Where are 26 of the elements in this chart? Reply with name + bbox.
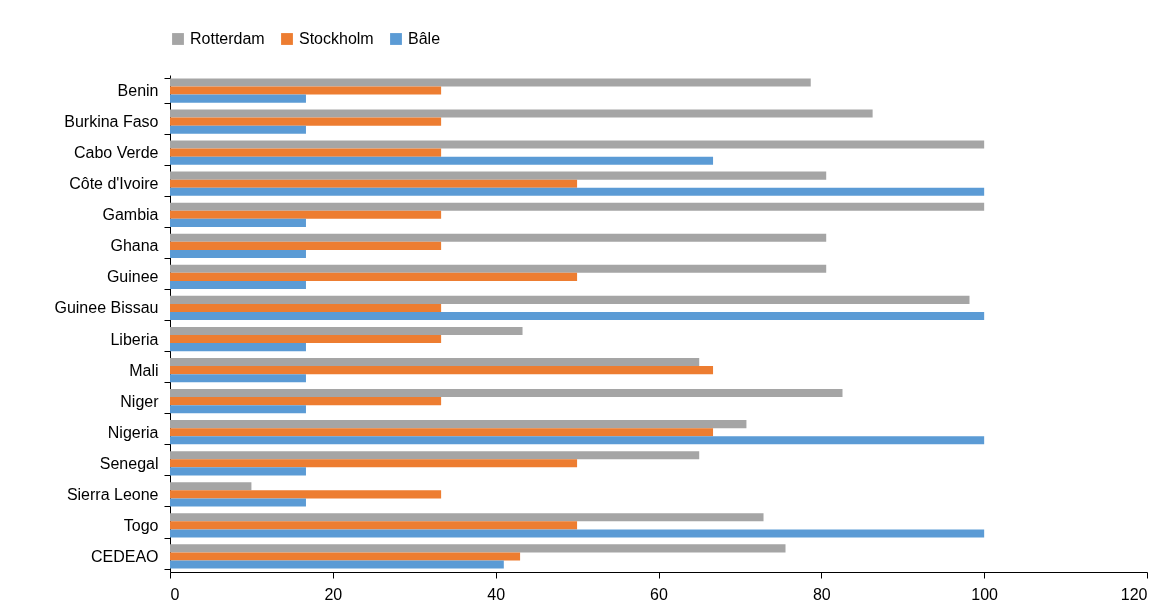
- y-tick-label: Guinee Bissau: [54, 299, 159, 317]
- y-tick-label: Guinee: [106, 268, 159, 286]
- y-tick-label: Cabo Verde: [73, 144, 159, 162]
- x-tick-label: 20: [324, 585, 343, 603]
- y-tick-label: CEDEAO: [90, 547, 159, 565]
- x-tick-label: 100: [971, 585, 999, 603]
- legend-label: Bâle: [408, 30, 441, 47]
- legend-label: Stockholm: [299, 30, 374, 47]
- y-tick-label: Benin: [117, 82, 159, 100]
- x-tick-label: 0: [170, 585, 180, 603]
- y-tick-label: Gambia: [102, 206, 159, 224]
- legend-label: Rotterdam: [190, 30, 265, 47]
- x-tick-label: 120: [1120, 585, 1148, 603]
- y-tick-label: Mali: [129, 361, 159, 379]
- y-tick-label: Ghana: [110, 237, 159, 255]
- x-tick-label: 60: [650, 585, 668, 603]
- y-tick-label: Liberia: [110, 330, 159, 348]
- y-tick-label: Burkina Faso: [64, 113, 159, 131]
- x-tick-label: 40: [487, 585, 506, 603]
- y-tick-label: Togo: [123, 516, 159, 534]
- y-tick-label: Côte d'Ivoire: [69, 175, 159, 193]
- y-tick-label: Senegal: [99, 454, 159, 472]
- y-tick-label: Niger: [120, 392, 160, 410]
- y-tick-label: Sierra Leone: [66, 485, 159, 503]
- y-tick-label: Nigeria: [107, 423, 159, 441]
- x-tick-label: 80: [812, 585, 831, 603]
